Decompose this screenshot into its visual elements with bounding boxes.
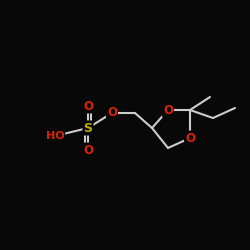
Text: O: O [83, 100, 93, 112]
Text: HO: HO [46, 131, 64, 141]
Text: O: O [83, 144, 93, 156]
Text: O: O [107, 106, 117, 120]
Text: O: O [185, 132, 195, 144]
Text: O: O [163, 104, 173, 117]
Text: S: S [84, 122, 92, 134]
